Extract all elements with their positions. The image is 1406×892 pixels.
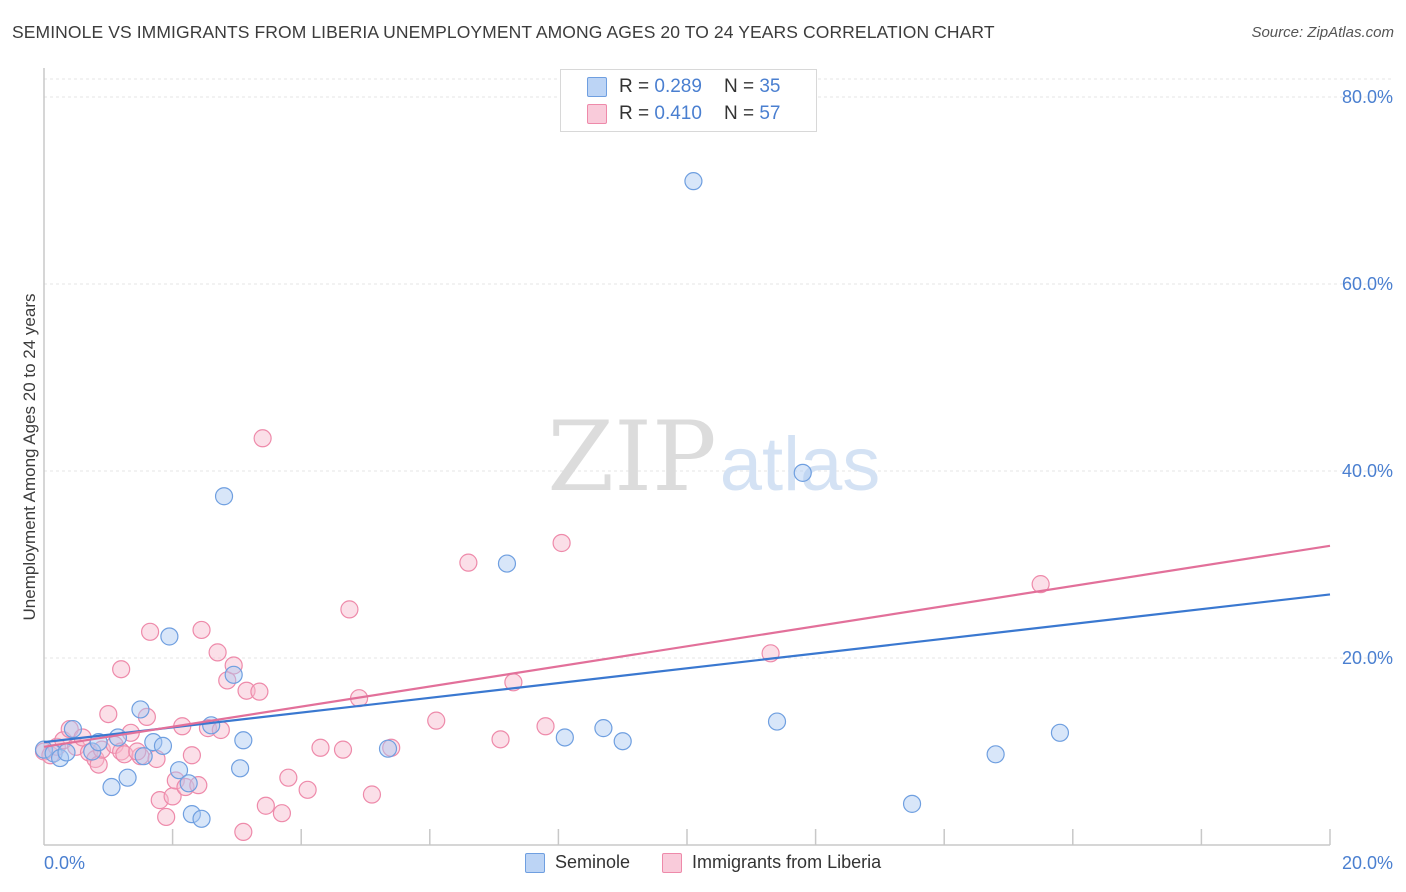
legend-n-value: 57 — [759, 103, 781, 124]
liberia-point — [137, 707, 156, 727]
seminole-point — [793, 463, 812, 482]
seminole-points — [34, 172, 1070, 828]
liberia-point — [89, 755, 108, 774]
legend-n-label: N = — [723, 76, 755, 97]
liberia-point — [112, 742, 131, 761]
y-tick-label: 20.0% — [1342, 648, 1393, 668]
liberia-point — [237, 681, 256, 700]
tick-labels: 20.0% 40.0% 60.0% 80.0% 0.0% 20.0% — [44, 87, 1393, 873]
liberia-trend-line — [43, 544, 1331, 748]
bottom-legend-liberia: Immigrants from Liberia — [662, 852, 881, 873]
x-tick-label: 20.0% — [1342, 853, 1393, 873]
seminole-point — [118, 768, 137, 787]
bottom-legend-swatch-liberia — [662, 852, 683, 873]
seminole-point — [169, 761, 189, 780]
seminole-point — [134, 747, 153, 766]
liberia-point — [459, 553, 478, 572]
seminole-point — [179, 774, 198, 793]
legend-n-value: 35 — [759, 76, 781, 97]
seminole-point — [192, 809, 211, 828]
seminole-point — [224, 665, 243, 684]
liberia-point — [192, 620, 211, 640]
liberia-point — [253, 429, 272, 448]
watermark: ZIP atlas — [547, 401, 880, 513]
liberia-point — [340, 600, 359, 619]
seminole-point — [57, 743, 76, 762]
seminole-point — [214, 487, 234, 506]
seminole-point — [182, 805, 201, 824]
legend-swatch-seminole — [587, 77, 607, 97]
liberia-point — [298, 780, 317, 799]
axes — [43, 68, 1331, 846]
seminole-point — [144, 733, 163, 752]
legend-r-label: R = — [619, 76, 650, 97]
legend-n-label: N = — [723, 103, 755, 124]
liberia-point — [279, 768, 298, 787]
trend-lines — [43, 544, 1331, 748]
liberia-point — [272, 804, 292, 823]
legend-r-label: R = — [619, 103, 650, 124]
y-tick-label: 60.0% — [1342, 274, 1393, 294]
legend-r-value: 0.410 — [654, 103, 702, 124]
liberia-point — [208, 643, 227, 662]
seminole-point — [63, 719, 83, 739]
liberia-point — [362, 785, 382, 804]
liberia-point — [112, 660, 131, 679]
seminole-point — [1050, 723, 1070, 742]
legend-r-value: 0.289 — [654, 76, 702, 97]
liberia-point — [99, 704, 118, 724]
seminole-point — [613, 732, 632, 751]
seminole-point — [102, 777, 121, 797]
source-label: Source: ZipAtlas.com — [1251, 24, 1394, 41]
legend: R = 0.289 N = 35 R = 0.410 N = 57 — [560, 69, 817, 132]
bottom-legend-label: Immigrants from Liberia — [692, 852, 882, 872]
watermark-zip: ZIP — [547, 401, 716, 513]
seminole-point — [594, 719, 613, 738]
gridlines — [44, 78, 1392, 659]
seminole-point — [108, 728, 128, 747]
bottom-legend-swatch-seminole — [525, 852, 545, 873]
seminole-point — [902, 794, 922, 813]
liberia-point — [333, 740, 353, 759]
liberia-point — [182, 746, 201, 765]
bottom-legend-label: Seminole — [555, 852, 631, 872]
seminole-point — [497, 554, 517, 573]
legend-row-seminole: R = 0.289 N = 35 — [587, 74, 780, 100]
liberia-point — [157, 807, 176, 827]
seminole-point — [160, 627, 179, 646]
bottom-legend: Seminole Immigrants from Liberia — [525, 852, 913, 873]
seminole-point — [131, 700, 150, 719]
liberia-point — [256, 796, 275, 815]
liberia-point — [552, 533, 571, 553]
y-tick-label: 40.0% — [1342, 461, 1393, 481]
chart-title: SEMINOLE VS IMMIGRANTS FROM LIBERIA UNEM… — [12, 22, 995, 42]
x-tick-label: 0.0% — [44, 853, 85, 873]
seminole-point — [83, 742, 102, 761]
seminole-point — [684, 172, 703, 191]
liberia-point — [250, 682, 269, 701]
liberia-point — [427, 711, 446, 730]
liberia-point — [311, 738, 330, 757]
liberia-point — [1031, 575, 1050, 594]
legend-row-liberia: R = 0.410 N = 57 — [587, 101, 780, 127]
legend-swatch-liberia — [587, 104, 607, 124]
seminole-point — [378, 739, 398, 758]
liberia-point — [234, 822, 253, 842]
seminole-point — [555, 728, 574, 747]
liberia-point — [491, 730, 510, 749]
y-tick-label: 80.0% — [1342, 87, 1393, 107]
liberia-point — [224, 656, 243, 675]
seminole-point — [767, 712, 787, 731]
seminole-point — [153, 736, 173, 755]
bottom-legend-seminole: Seminole — [525, 852, 630, 873]
liberia-point — [536, 717, 555, 736]
seminole-point — [986, 745, 1005, 764]
seminole-point — [234, 731, 253, 750]
seminole-trend-line — [43, 593, 1331, 744]
liberia-point — [140, 622, 160, 641]
seminole-point — [231, 759, 250, 778]
